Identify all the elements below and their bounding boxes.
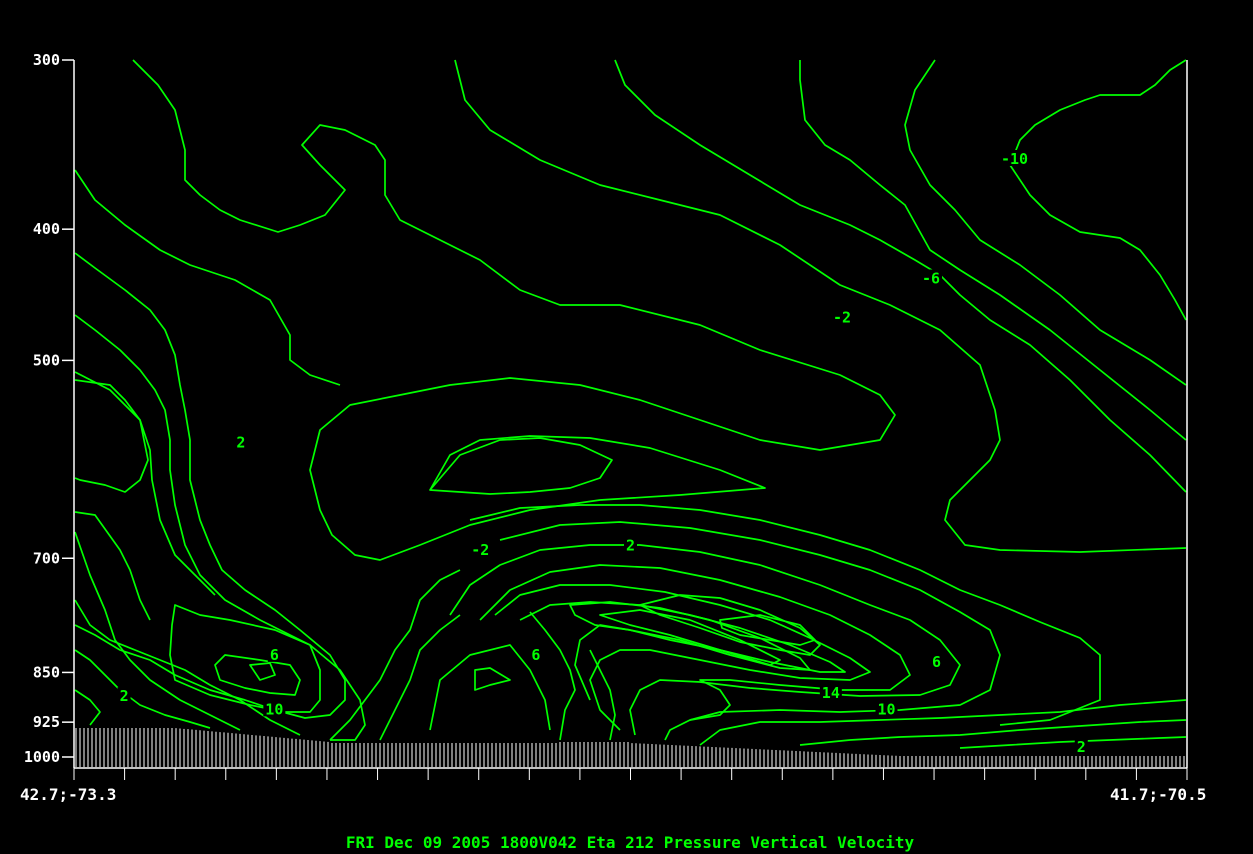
y-axis-ticks: 300 400 500 700 850 925 1000	[24, 51, 74, 766]
terrain-hatch	[75, 728, 1185, 767]
contour-label: -6	[922, 269, 940, 287]
contour-label-background	[234, 433, 248, 450]
contour-line	[494, 584, 871, 731]
contour-line	[699, 699, 1187, 746]
contour-line	[719, 614, 816, 646]
contour-line	[74, 314, 366, 741]
contour-line	[74, 169, 341, 386]
contour-line	[74, 531, 241, 731]
contour-lines	[74, 59, 1187, 749]
x-axis-left-label: 42.7;-73.3	[20, 785, 116, 804]
contour-line	[639, 594, 821, 656]
x-axis-right-label: 41.7;-70.5	[1110, 785, 1206, 804]
contour-labels: -10 -6 -2 2 -2 2 6 6 6 2 10 14 10 2	[117, 149, 1088, 756]
contour-label-background	[267, 645, 281, 662]
contour-line	[454, 59, 1187, 553]
contour-label: -2	[833, 309, 851, 327]
contour-label-background	[930, 652, 944, 669]
contour-line	[74, 252, 346, 719]
contour-label: 6	[531, 646, 540, 664]
chart-title: FRI Dec 09 2005 1800V042 Eta 212 Pressur…	[346, 833, 915, 852]
contour-line	[479, 564, 911, 721]
contour-label-background	[998, 149, 1030, 166]
contour-line	[474, 667, 511, 691]
y-tick-label: 300	[33, 51, 60, 69]
contour-line	[799, 60, 1187, 441]
contour-line	[904, 59, 1187, 386]
y-tick-label: 1000	[24, 748, 60, 766]
contour-label: -2	[471, 541, 489, 559]
contour-label-background	[1074, 738, 1088, 755]
contour-line	[74, 371, 216, 596]
contour-line	[379, 614, 461, 741]
contour-label: 6	[270, 646, 279, 664]
contour-line	[614, 59, 1187, 493]
contour-line	[529, 611, 576, 741]
contour-line	[329, 569, 461, 741]
contour-line	[449, 544, 961, 736]
y-tick-label: 925	[33, 713, 60, 731]
contour-label-background	[830, 308, 853, 325]
contour-line	[469, 504, 1101, 726]
contour-label: -10	[1001, 150, 1028, 168]
contour-line	[799, 719, 1187, 746]
y-tick-label: 500	[33, 351, 60, 369]
contour-label-background	[117, 687, 131, 704]
contour-line	[169, 604, 321, 713]
contour-label: 10	[265, 700, 283, 718]
contour-line	[249, 662, 276, 681]
y-tick-label: 700	[33, 549, 60, 567]
contour-label: 2	[626, 537, 635, 555]
contour-label-background	[819, 683, 842, 700]
contour-line	[74, 689, 101, 726]
contour-label-background	[624, 536, 637, 553]
contour-label-background	[920, 269, 943, 286]
contour-label-background	[875, 700, 898, 717]
contour-line	[74, 379, 149, 493]
contour-label: 6	[932, 653, 941, 671]
contour-label-background	[263, 700, 286, 717]
contour-line	[429, 437, 613, 495]
contour-label: 2	[236, 434, 245, 452]
contour-label-background	[469, 540, 492, 557]
contour-line	[599, 609, 781, 666]
x-axis-ticks	[73, 768, 1188, 780]
y-tick-label: 400	[33, 220, 60, 238]
contour-label: 14	[822, 684, 840, 702]
contour-line	[589, 649, 616, 741]
contour-label-background	[529, 645, 543, 662]
y-tick-label: 850	[33, 663, 60, 681]
contour-line	[569, 601, 811, 671]
contour-label: 2	[120, 687, 129, 705]
contour-line	[214, 654, 301, 696]
contour-label: 10	[877, 700, 895, 718]
contour-line	[429, 644, 551, 731]
contour-line	[499, 521, 1001, 741]
contour-label: 2	[1077, 738, 1086, 756]
contour-line	[74, 511, 151, 621]
